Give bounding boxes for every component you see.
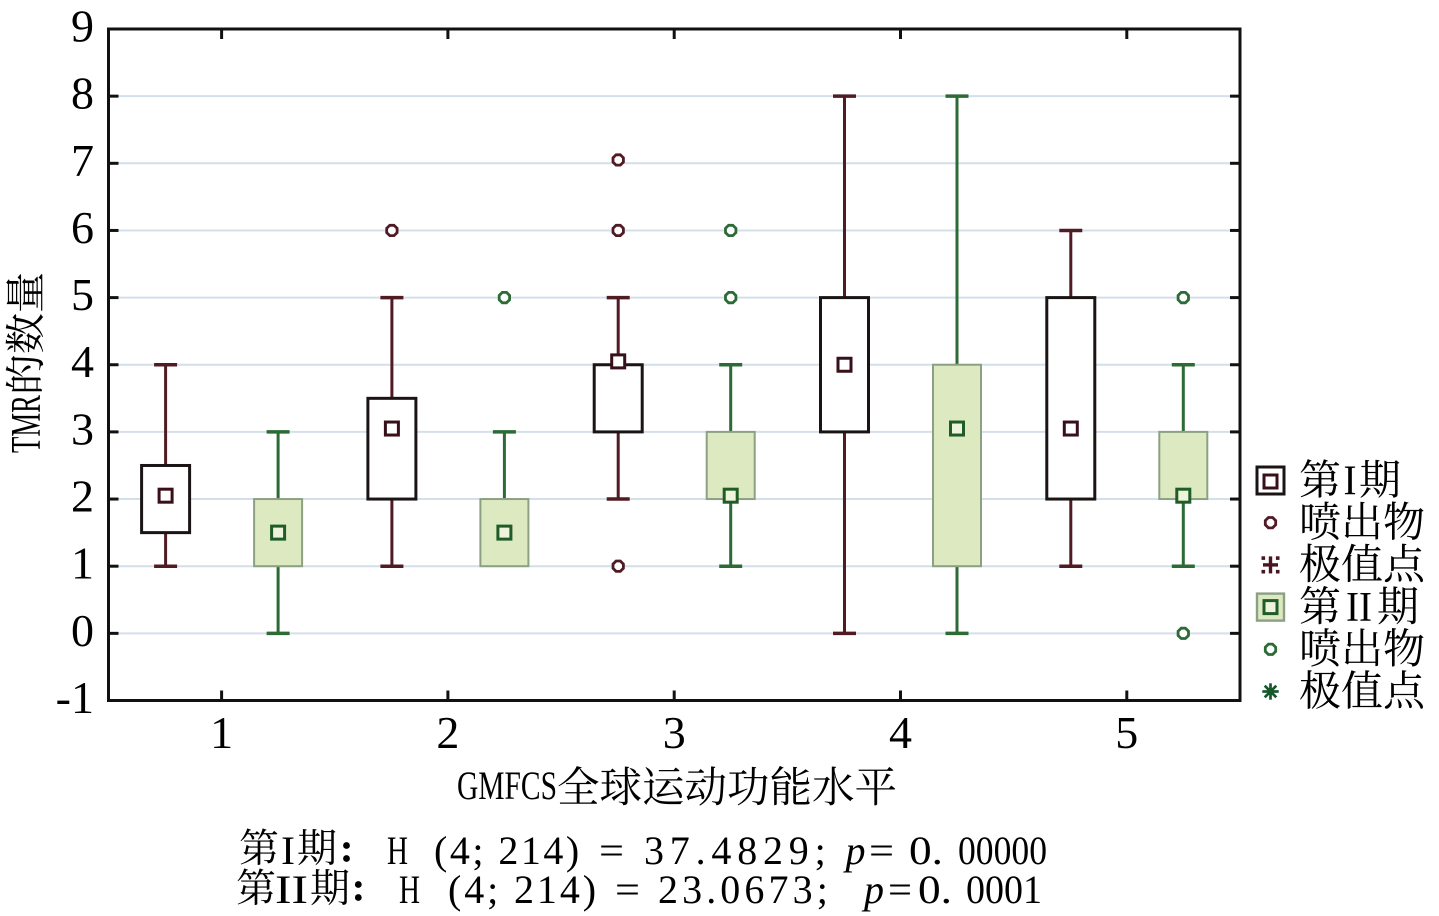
- svg-text:2: 2: [436, 707, 459, 758]
- svg-text:37.4829;: 37.4829;: [644, 828, 832, 873]
- svg-text:0.: 0.: [918, 867, 952, 912]
- svg-text:23.0673;: 23.0673;: [658, 867, 832, 912]
- svg-text:5: 5: [1115, 707, 1138, 758]
- svg-text:00000: 00000: [958, 828, 1047, 873]
- svg-text:(4; 214): (4; 214): [434, 828, 582, 873]
- svg-text:8: 8: [71, 68, 94, 119]
- svg-text:9: 9: [71, 1, 94, 52]
- svg-text:6: 6: [71, 202, 94, 253]
- svg-text:I: I: [281, 828, 295, 873]
- svg-text:0: 0: [71, 605, 94, 656]
- svg-text:(4; 214): (4; 214): [448, 867, 599, 912]
- svg-text:H: H: [399, 867, 420, 912]
- svg-text:-1: -1: [56, 672, 94, 723]
- svg-text:=: =: [615, 867, 640, 912]
- svg-text:=: =: [888, 867, 912, 912]
- svg-text:3: 3: [71, 403, 94, 454]
- svg-text:1: 1: [71, 538, 94, 589]
- svg-text:p: p: [861, 867, 884, 912]
- svg-text:1: 1: [210, 707, 233, 758]
- svg-text:0001: 0001: [966, 867, 1042, 912]
- svg-text:p: p: [843, 828, 866, 873]
- svg-text:H: H: [387, 828, 408, 873]
- svg-text:0.: 0.: [909, 828, 943, 873]
- svg-text:GMFCS: GMFCS: [457, 763, 557, 808]
- svg-text:I: I: [1344, 459, 1357, 505]
- svg-text:II: II: [1346, 585, 1372, 631]
- svg-text:2: 2: [71, 471, 94, 522]
- svg-text:II: II: [275, 867, 308, 912]
- svg-text:3: 3: [663, 707, 686, 758]
- svg-text:5: 5: [71, 269, 94, 320]
- svg-text:=: =: [869, 828, 894, 873]
- svg-text:4: 4: [71, 336, 94, 387]
- svg-text:TMR: TMR: [4, 395, 50, 453]
- svg-text:7: 7: [71, 135, 94, 186]
- svg-text:4: 4: [889, 707, 912, 758]
- svg-text:=: =: [599, 828, 624, 873]
